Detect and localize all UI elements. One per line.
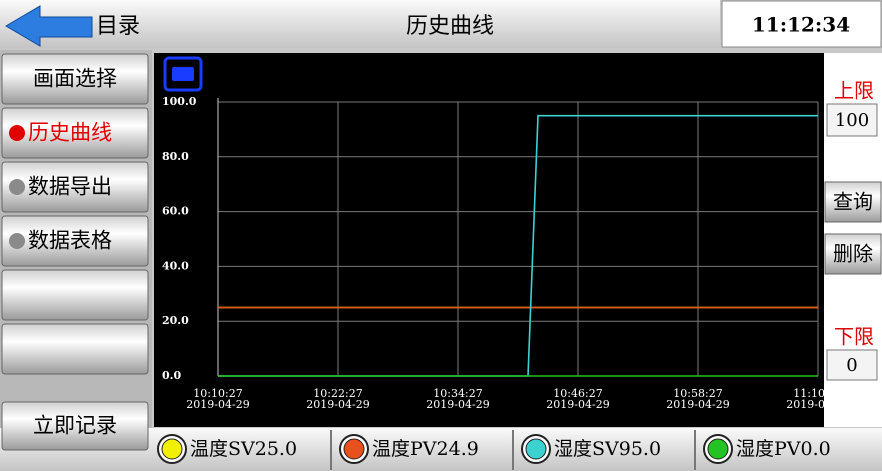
menu-indicator (9, 125, 25, 141)
legend-label: 温度SV25.0 (190, 438, 297, 460)
legend-name: 温度SV (190, 438, 255, 460)
legend-value: 25.0 (255, 438, 297, 460)
chart-toggle-icon (172, 67, 194, 81)
upper-limit-label: 上限 (834, 79, 874, 103)
legend-name: 温度PV (372, 438, 437, 460)
lower-limit-box[interactable] (826, 349, 878, 381)
menu-button[interactable] (1, 269, 149, 321)
x-tick-label: 10:22:27 (313, 387, 362, 400)
x-tick-label: 10:46:27 (553, 387, 602, 400)
chart-area (154, 53, 824, 427)
legend-label: 温度PV24.9 (372, 438, 479, 460)
x-tick-label: 11:10:27 (793, 387, 842, 400)
x-tick-date: 2019-04-29 (306, 398, 369, 411)
upper-limit[interactable]: 100 (835, 110, 869, 131)
x-tick-label: 10:58:27 (673, 387, 722, 400)
record-button[interactable] (1, 401, 149, 451)
menu-button[interactable] (1, 107, 149, 159)
y-tick-label: 40.0 (162, 259, 189, 272)
back-arrow[interactable] (5, 5, 93, 47)
legend-label: 湿度SV95.0 (554, 438, 661, 460)
menu-indicator (9, 179, 25, 195)
clock-box (721, 0, 882, 48)
y-tick-label: 20.0 (162, 314, 189, 327)
x-tick-label: 10:10:27 (193, 387, 242, 400)
page-title: 历史曲线 (406, 14, 494, 39)
lower-limit[interactable]: 0 (846, 355, 857, 376)
menu-label[interactable]: 历史曲线 (28, 121, 112, 145)
menu-label[interactable]: 数据导出 (28, 175, 112, 199)
menu-button[interactable] (1, 53, 149, 105)
legend-swatch-fill (161, 438, 183, 460)
y-tick-label: 60.0 (162, 205, 189, 218)
menu-button[interactable] (1, 161, 149, 213)
y-tick-label: 100.0 (162, 95, 197, 108)
legend-value: 95.0 (619, 438, 661, 460)
menu-label[interactable]: 数据表格 (28, 229, 112, 253)
y-tick-label: 80.0 (162, 150, 189, 163)
action-button[interactable] (824, 233, 882, 275)
x-tick-label: 10:34:27 (433, 387, 482, 400)
clock: 11:12:34 (752, 13, 850, 37)
menu-button[interactable] (1, 323, 149, 375)
legend-swatch-fill (343, 438, 365, 460)
legend-value: 24.9 (437, 438, 479, 460)
x-tick-date: 2019-04-29 (426, 398, 489, 411)
legend-label: 湿度PV0.0 (736, 438, 831, 460)
legend-name: 湿度PV (736, 438, 801, 460)
legend-swatch-fill (525, 438, 547, 460)
record-label[interactable]: 立即记录 (33, 414, 117, 438)
legend-name: 湿度SV (554, 438, 619, 460)
menu-button[interactable] (1, 215, 149, 267)
x-tick-date: 2019-04-29 (186, 398, 249, 411)
menu-indicator (9, 233, 25, 249)
back-label[interactable]: 目录 (96, 14, 140, 39)
menu-label[interactable]: 画面选择 (33, 67, 117, 91)
legend-swatch-fill (707, 438, 729, 460)
top-bar (0, 0, 720, 48)
action-button[interactable] (824, 181, 882, 223)
action-label[interactable]: 删除 (833, 242, 873, 266)
y-tick-label: 0.0 (162, 369, 181, 382)
lower-limit-label: 下限 (834, 325, 874, 349)
x-tick-date: 2019-04-29 (666, 398, 729, 411)
action-label[interactable]: 查询 (833, 190, 873, 214)
x-tick-date: 2019-04-29 (546, 398, 609, 411)
x-tick-date: 2019-04-29 (786, 398, 849, 411)
upper-limit-box[interactable] (826, 103, 878, 137)
legend-value: 0.0 (801, 438, 831, 460)
